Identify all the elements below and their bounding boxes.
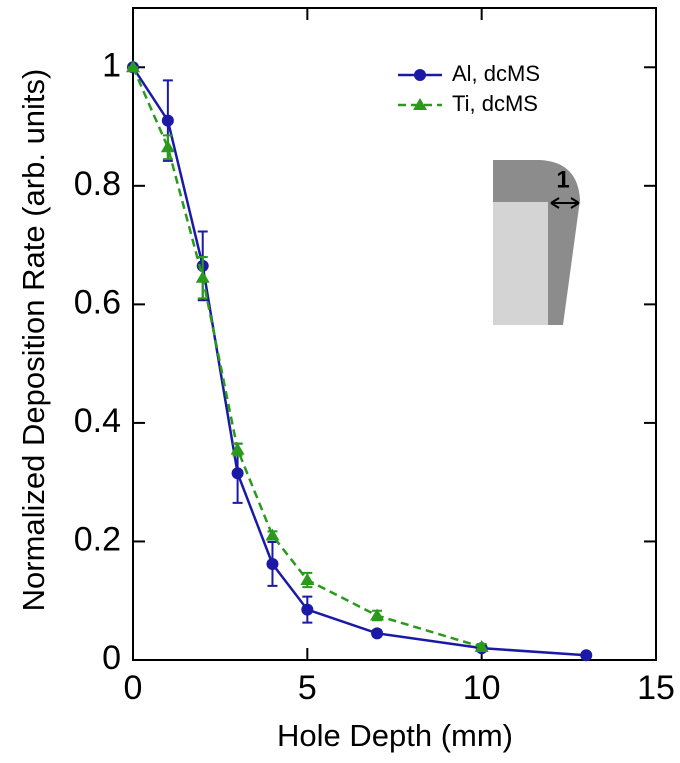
data-point (300, 572, 315, 585)
legend-marker (413, 98, 427, 110)
y-tick-label: 0.6 (74, 283, 121, 321)
data-point (161, 114, 174, 127)
inset-hole (493, 202, 548, 325)
x-tick-label: 10 (463, 669, 501, 707)
legend-label: Ti, dcMS (452, 91, 538, 116)
legend-marker (414, 69, 426, 81)
data-point (265, 528, 280, 541)
y-axis-label: Normalized Deposition Rate (arb. units) (16, 69, 51, 612)
y-tick-label: 1 (102, 46, 121, 84)
data-point (126, 60, 140, 73)
series-line (131, 66, 587, 657)
data-point (230, 442, 245, 455)
data-point (195, 270, 210, 283)
legend-label: Al, dcMS (452, 61, 540, 86)
data-point (370, 608, 385, 621)
y-tick-label: 0.4 (74, 402, 121, 440)
data-point (474, 639, 489, 652)
data-point (231, 467, 244, 480)
y-tick-label: 0.2 (74, 520, 121, 558)
data-point (160, 140, 175, 153)
inset-label: 1 (556, 166, 569, 193)
data-point (580, 649, 593, 662)
y-tick-label: 0.8 (74, 165, 121, 203)
inset-diagram: 1 (493, 160, 580, 325)
data-point (371, 627, 384, 640)
plot-frame (132, 7, 657, 661)
inset-arrowheads (550, 197, 580, 209)
data-point (301, 603, 314, 616)
x-tick-label: 5 (298, 669, 317, 707)
y-tick-label: 0 (102, 639, 121, 677)
x-tick-label: 15 (637, 669, 675, 707)
x-axis-label: Hole Depth (mm) (277, 718, 513, 753)
series-line (131, 66, 483, 649)
x-tick-label: 0 (124, 669, 143, 707)
data-point (266, 557, 279, 570)
